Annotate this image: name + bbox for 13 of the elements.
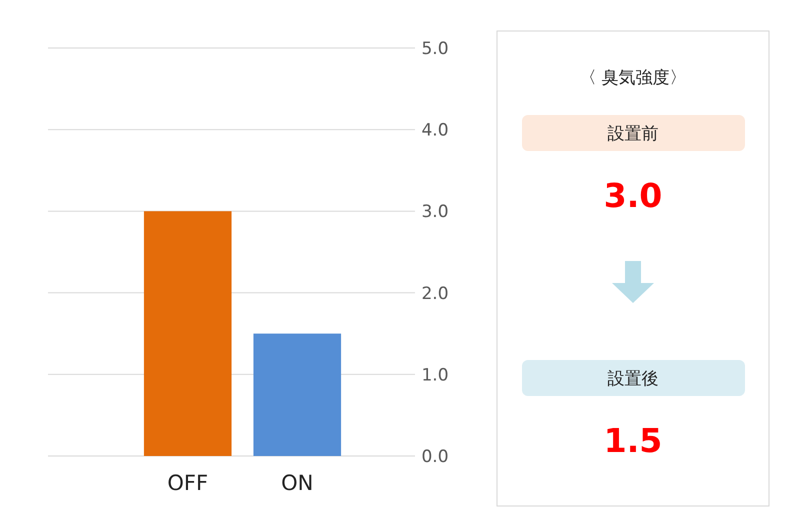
y-tick-label: 4.0 [421,120,449,141]
text: 1.5 [604,421,662,460]
y-tick-label: 5.0 [421,38,449,59]
y-tick-label: 0.0 [421,446,449,467]
y-tick-label: 2.0 [421,284,449,304]
text: 3.0 [604,176,662,215]
y-tick-label: 3.0 [421,202,449,222]
x-tick-label: ON [281,471,314,495]
x-tick-label: OFF [167,471,208,495]
text: 設置後 [608,368,658,389]
text: 設置前 [608,124,658,144]
text: 〈 臭気強度〉 [579,68,687,88]
y-tick-label: 1.0 [421,365,449,386]
